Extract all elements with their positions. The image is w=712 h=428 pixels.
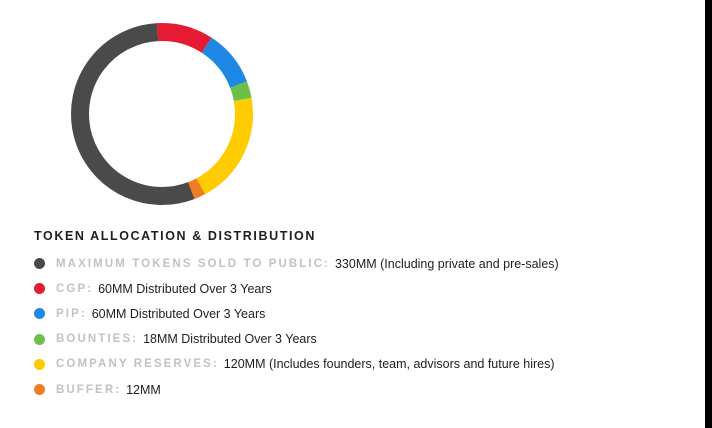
legend-desc-public: 330MM (Including private and pre-sales): [334, 256, 559, 271]
donut-segment-reserves: [196, 97, 253, 195]
legend-dot-public: [34, 258, 45, 270]
legend-desc-bounties: 18MM Distributed Over 3 Years: [143, 332, 317, 347]
legend-item-pip: PIP: 60MM Distributed Over 3 Years: [34, 301, 559, 326]
legend-label-cgp: CGP: [56, 282, 88, 295]
legend-label-public: MAXIMUM TOKENS SOLD TO PUBLIC: [56, 257, 325, 270]
donut-chart: [62, 14, 262, 214]
legend-colon: :: [115, 383, 120, 396]
legend-colon: :: [87, 282, 92, 295]
donut-segment-cgp: [157, 23, 212, 53]
legend-item-buffer: BUFFER: 12MM: [34, 377, 559, 402]
legend-colon: :: [212, 358, 217, 371]
legend-colon: :: [324, 257, 328, 270]
legend-dot-bounties: [34, 333, 45, 345]
donut-chart-svg: [71, 23, 253, 205]
legend-desc-reserves: 120MM (Includes founders, team, advisors…: [223, 357, 555, 372]
legend-desc-cgp: 60MM Distributed Over 3 Years: [98, 281, 272, 296]
legend-dot-reserves: [34, 358, 45, 370]
legend-label-pip: PIP: [56, 307, 81, 320]
legend-dot-cgp: [34, 283, 45, 295]
legend-colon: :: [132, 333, 137, 346]
legend-item-reserves: COMPANY RESERVES: 120MM (Includes founde…: [34, 352, 559, 377]
donut-segment-public: [71, 23, 195, 205]
donut-segment-bounties: [230, 81, 252, 102]
legend-desc-buffer: 12MM: [126, 382, 161, 397]
legend-label-bounties: BOUNTIES: [56, 333, 133, 346]
legend-label-reserves: COMPANY RESERVES: [56, 358, 213, 371]
legend-colon: :: [80, 307, 85, 320]
donut-segment-buffer: [188, 178, 206, 199]
legend-item-cgp: CGP: 60MM Distributed Over 3 Years: [34, 276, 559, 301]
legend-item-bounties: BOUNTIES: 18MM Distributed Over 3 Years: [34, 327, 559, 352]
legend-dot-buffer: [34, 384, 45, 396]
legend-dot-pip: [34, 308, 45, 320]
legend-item-public: MAXIMUM TOKENS SOLD TO PUBLIC: 330MM (In…: [34, 251, 559, 276]
legend: MAXIMUM TOKENS SOLD TO PUBLIC: 330MM (In…: [34, 251, 559, 402]
chart-title: TOKEN ALLOCATION & DISTRIBUTION: [34, 229, 316, 243]
legend-label-buffer: BUFFER: [56, 383, 116, 396]
donut-segment-pip: [201, 37, 247, 89]
legend-desc-pip: 60MM Distributed Over 3 Years: [91, 306, 266, 321]
